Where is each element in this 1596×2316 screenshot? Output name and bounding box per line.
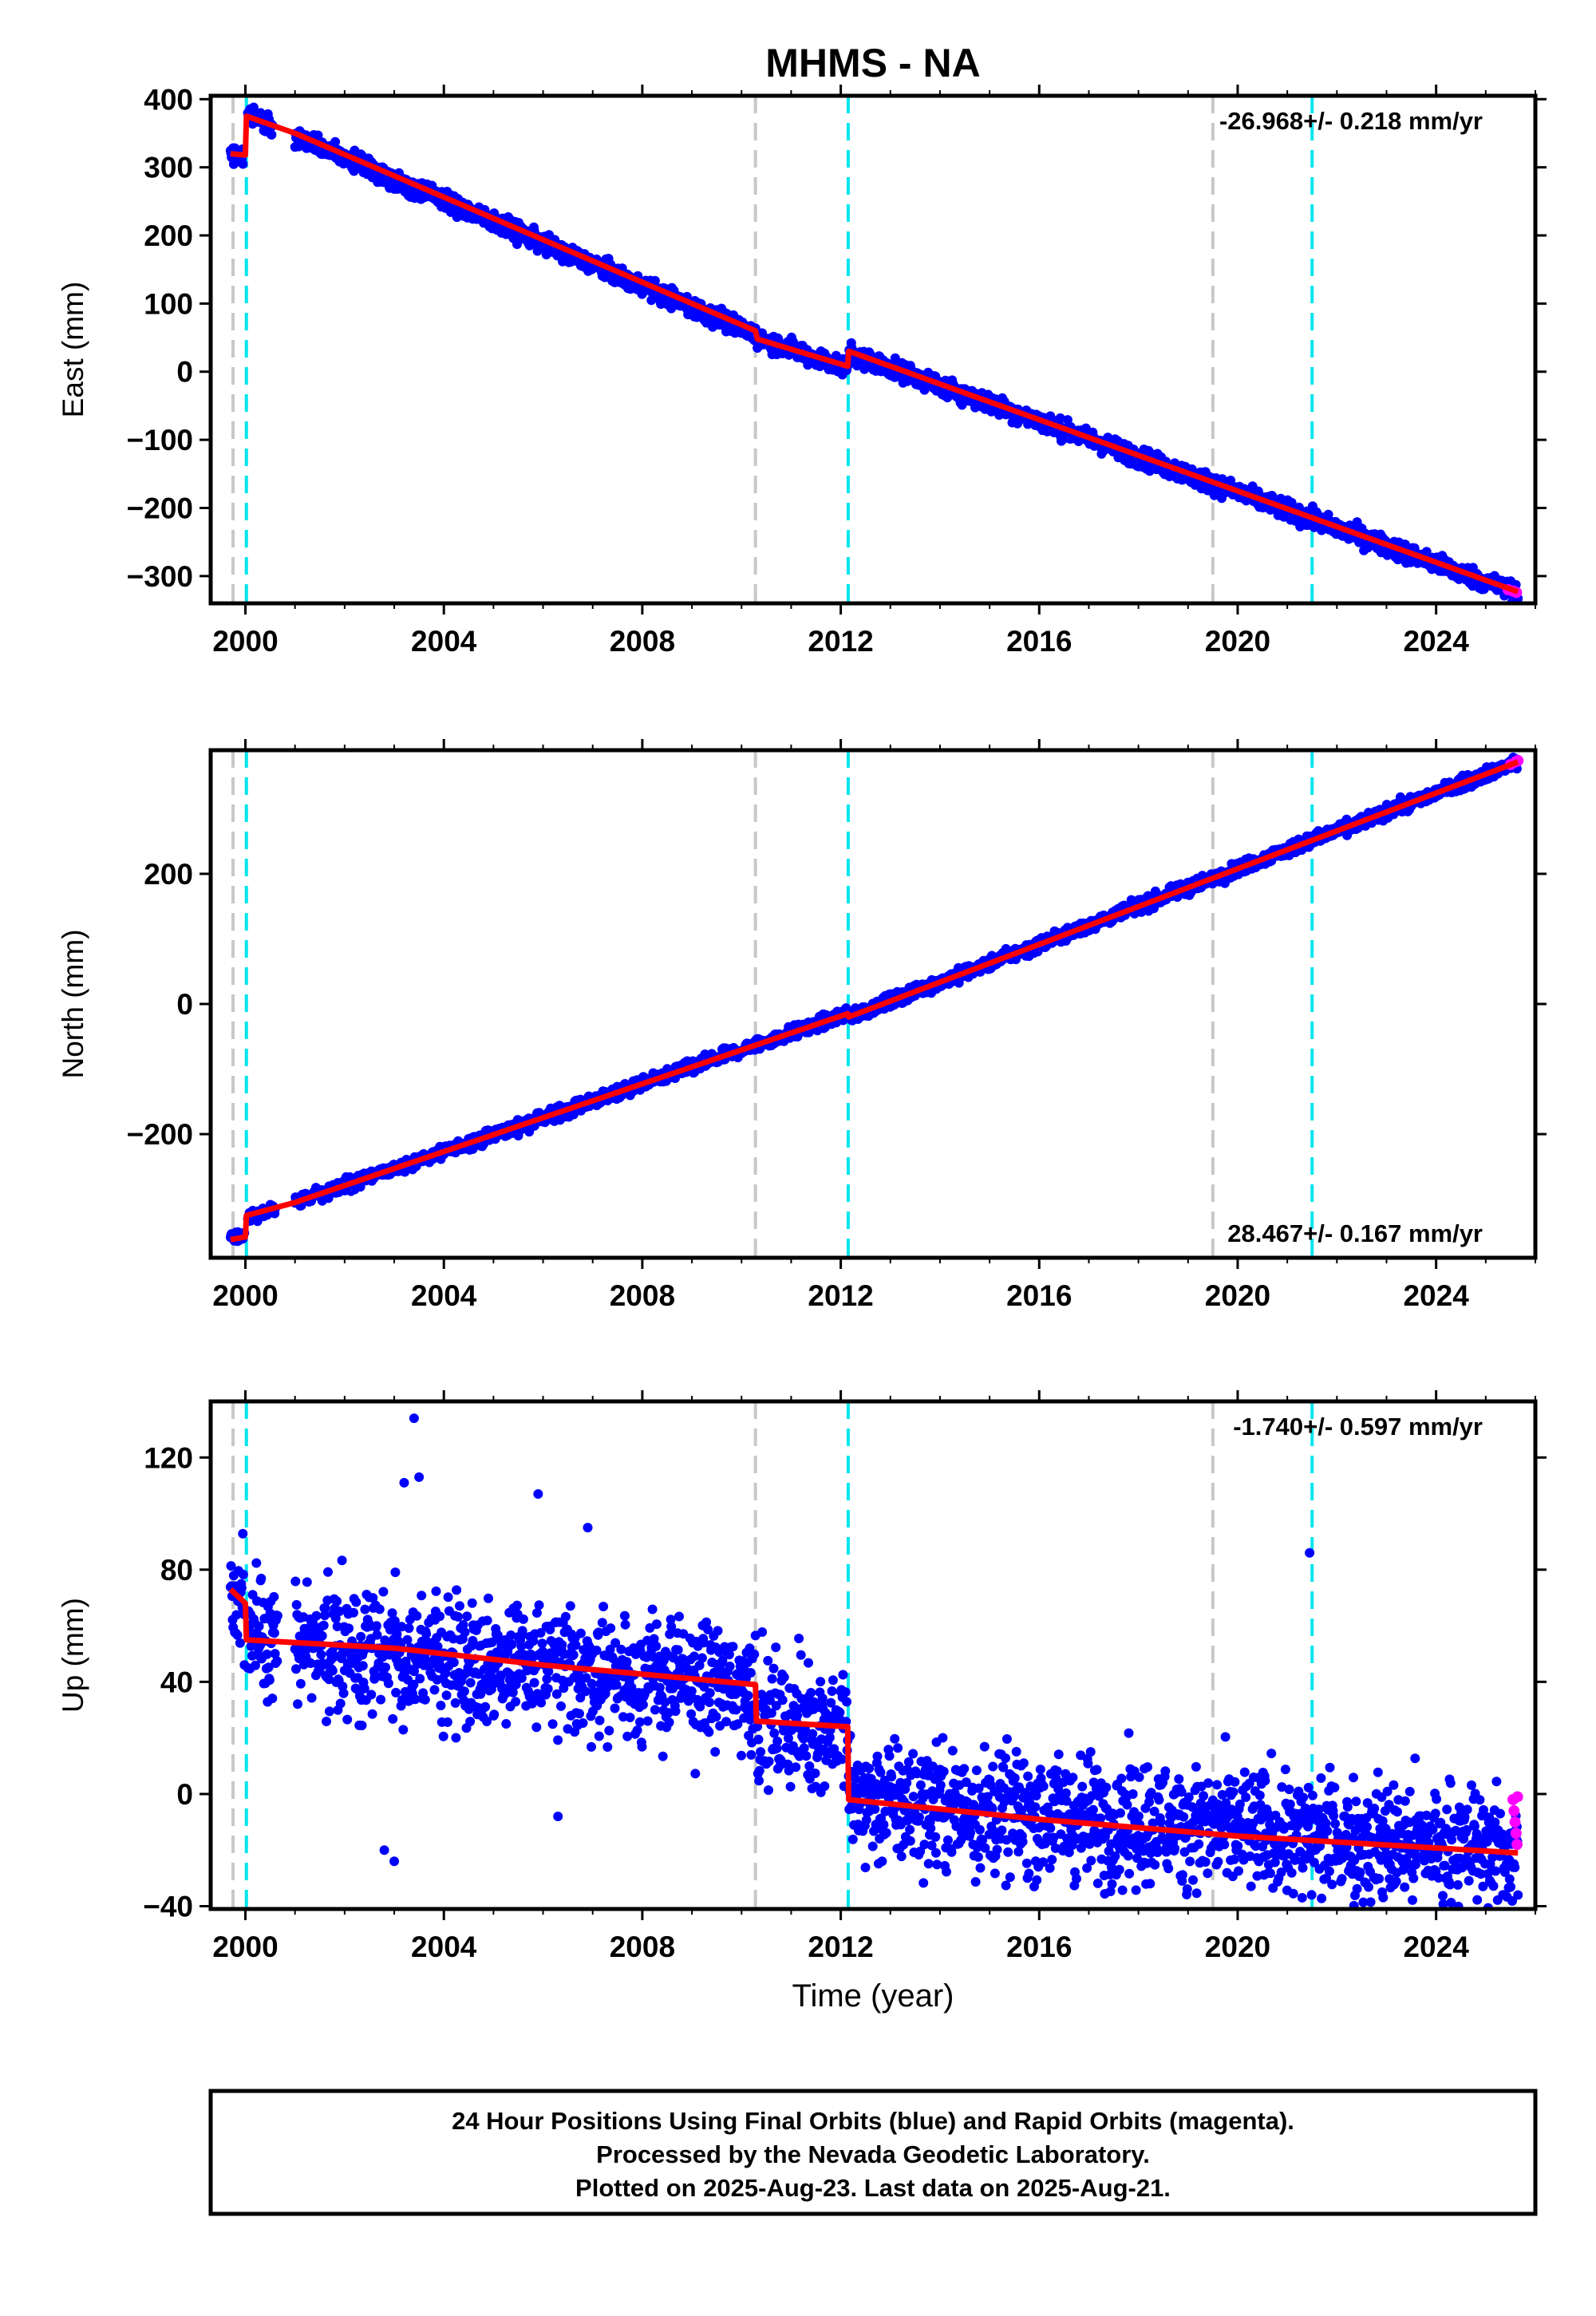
x-tick-label: 2004 <box>411 1279 477 1312</box>
data-point <box>330 136 341 147</box>
east-final-orbit-points <box>225 102 1523 603</box>
x-tick-label: 2000 <box>212 625 278 658</box>
y-tick-label: −300 <box>127 560 193 593</box>
x-tick-label: 2024 <box>1403 1279 1469 1312</box>
x-tick-label: 2024 <box>1403 625 1469 658</box>
y-tick-label: −200 <box>127 1118 193 1151</box>
east-model-line <box>230 113 1519 595</box>
north-final-orbit-points <box>225 753 1523 1247</box>
east-y-axis: −300 −200 −100 0 100 200 300 400 <box>127 83 1547 593</box>
y-tick-label: −100 <box>127 424 193 456</box>
north-event-lines <box>231 750 1314 1258</box>
east-rate-label: -26.968+/- 0.218 mm/yr <box>1219 107 1483 135</box>
y-tick-label: 0 <box>176 356 193 389</box>
x-tick-label: 2016 <box>1006 1279 1072 1312</box>
x-tick-label: 2008 <box>610 625 675 658</box>
x-tick-label: 2020 <box>1205 1279 1270 1312</box>
north-panel: −200 0 200 2000 2004 2008 2012 2016 2020 2024 Nort… <box>57 739 1547 1312</box>
north-x-axis: 2000 2004 2008 2012 2016 2020 2024 <box>212 739 1536 1312</box>
chart-title: MHMS - NA <box>765 41 980 85</box>
x-tick-label: 2016 <box>1006 625 1072 658</box>
y-tick-label: 0 <box>176 988 193 1021</box>
y-tick-label: 400 <box>144 83 193 116</box>
data-point <box>650 275 660 286</box>
x-tick-label: 2012 <box>808 625 873 658</box>
x-tick-label: 2000 <box>212 1279 278 1312</box>
north-model-line <box>230 759 1519 1243</box>
y-tick-label: 200 <box>144 858 193 891</box>
east-x-axis: 2000 2004 2008 2012 2016 2020 2024 <box>212 85 1536 658</box>
north-y-axis: −200 0 200 <box>127 858 1547 1151</box>
east-y-axis-label: East (mm) <box>57 282 89 418</box>
x-tick-label: 2004 <box>411 625 477 658</box>
data-point <box>238 159 248 169</box>
data-point <box>1055 413 1065 423</box>
y-tick-label: −200 <box>127 492 193 524</box>
x-tick-label: 2020 <box>1205 625 1270 658</box>
data-point <box>267 129 277 140</box>
y-tick-label: 300 <box>144 152 193 184</box>
data-point <box>313 130 323 140</box>
y-tick-label: 200 <box>144 219 193 252</box>
x-tick-label: 2008 <box>610 1279 675 1312</box>
y-tick-label: 100 <box>144 287 193 320</box>
east-panel: −300 −200 −100 0 100 200 300 400 2000 2004 2008 201… <box>57 83 1547 658</box>
north-y-axis-label: North (mm) <box>57 929 89 1078</box>
x-tick-label: 2012 <box>808 1279 873 1312</box>
data-point <box>1421 547 1432 557</box>
east-frame <box>208 93 1538 606</box>
